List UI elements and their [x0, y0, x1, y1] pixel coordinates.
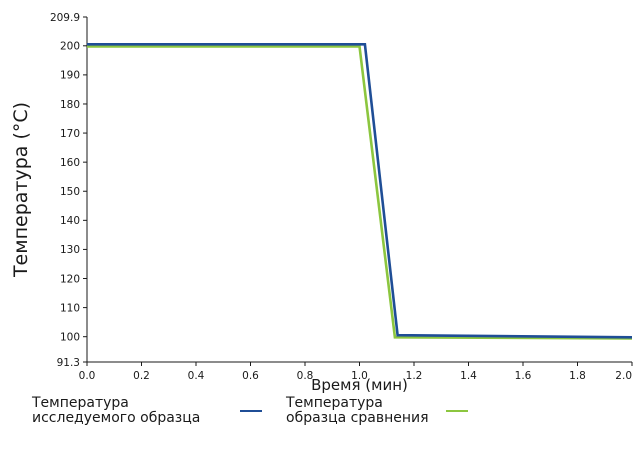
x-tick-label: 1.8 — [569, 370, 586, 382]
legend-label-sample: Температура исследуемого образца — [32, 395, 201, 426]
y-tick-label: 100 — [60, 331, 80, 343]
y-ticks: 91.3 100 110 120 130 140 150 160 170 180 190 200 209… — [50, 12, 87, 369]
series-line-sample — [87, 42, 633, 339]
series-layer — [87, 42, 633, 340]
x-axis-label: Время (мин) — [311, 376, 408, 394]
legend-label-reference: Температура образца сравнения — [286, 395, 429, 426]
y-tick-label: 110 — [60, 302, 80, 314]
temperature-chart: 91.3 100 110 120 130 140 150 160 170 180 190 200 209… — [10, 12, 633, 394]
x-tick-label: 2.0 — [615, 370, 632, 382]
x-tick-label: 0.2 — [133, 370, 150, 382]
x-tick-label: 0.8 — [297, 370, 314, 382]
legend-item-sample: Температура исследуемого образца — [32, 396, 262, 426]
y-tick-label: 180 — [60, 99, 80, 111]
x-tick-label: 1.2 — [406, 370, 423, 382]
y-tick-label: 209.9 — [50, 12, 80, 24]
x-tick-label: 0.4 — [188, 370, 205, 382]
y-tick-label: 160 — [60, 157, 80, 169]
x-tick-label: 1.4 — [460, 370, 477, 382]
y-tick-label: 190 — [60, 70, 80, 82]
x-ticks: 0.0 0.2 0.4 0.6 0.8 1.0 1.2 1.4 1.6 1.8 2.0 — [79, 362, 633, 382]
legend-swatch-sample — [240, 410, 262, 412]
y-tick-label: 120 — [60, 273, 80, 285]
x-tick-label: 1.6 — [515, 370, 532, 382]
x-tick-label: 0.6 — [242, 370, 259, 382]
y-tick-label: 91.3 — [57, 357, 80, 369]
y-tick-label: 150 — [60, 186, 80, 198]
y-axis-label: Температура (°C) — [10, 102, 32, 278]
legend-item-reference: Температура образца сравнения — [286, 396, 468, 426]
y-tick-label: 170 — [60, 128, 80, 140]
series-line-reference — [87, 45, 633, 340]
x-tick-label: 1.0 — [351, 370, 368, 382]
y-tick-label: 130 — [60, 244, 80, 256]
axes — [86, 17, 632, 363]
legend-swatch-reference — [446, 410, 468, 412]
y-tick-label: 200 — [60, 41, 80, 53]
y-tick-label: 140 — [60, 215, 80, 227]
x-tick-label: 0.0 — [79, 370, 96, 382]
legend: Температура исследуемого образца Темпера… — [0, 396, 642, 450]
